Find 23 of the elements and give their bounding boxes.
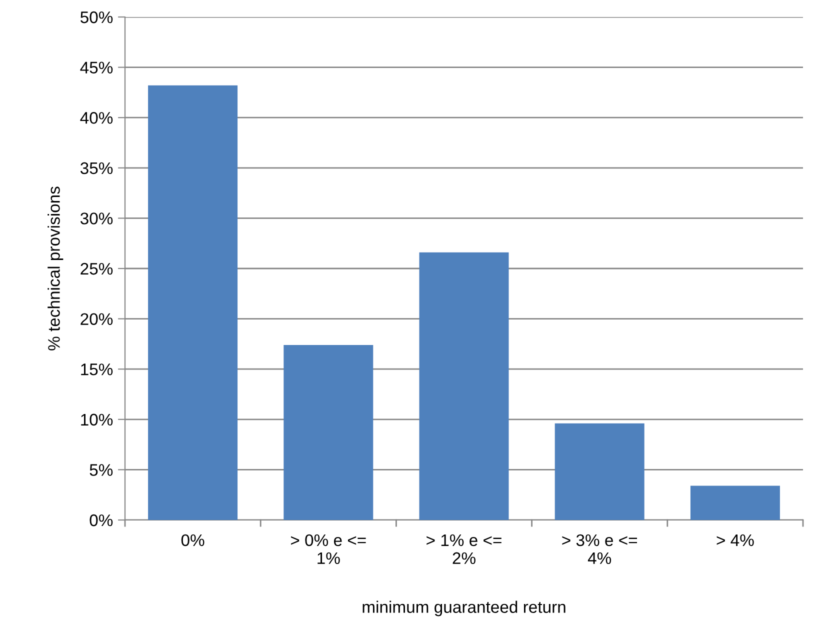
- x-tick-label: > 1% e <= 2%: [426, 534, 502, 564]
- x-tick-label: 0%: [181, 534, 204, 546]
- y-tick-label: 35%: [80, 162, 113, 174]
- bar: [690, 486, 780, 520]
- y-tick-label: 50%: [80, 11, 113, 24]
- x-tick-label: > 4%: [716, 534, 754, 546]
- y-tick-label: 25%: [80, 262, 113, 275]
- bar: [419, 252, 509, 520]
- x-tick-label: > 3% e <= 4%: [562, 534, 637, 564]
- y-tick-label: 5%: [90, 464, 113, 476]
- bar: [148, 85, 238, 520]
- bar: [284, 344, 374, 520]
- bar: [554, 423, 644, 520]
- x-tick-label: > 0% e <= 1%: [291, 534, 366, 564]
- y-tick-label: 10%: [81, 414, 113, 426]
- y-tick-label: 40%: [80, 112, 113, 124]
- x-axis-title: minimum guaranteed return: [362, 600, 566, 616]
- y-tick-label: 45%: [80, 62, 113, 74]
- y-tick-label: 30%: [80, 212, 113, 224]
- y-axis-title: % technical provisions: [48, 186, 64, 350]
- y-tick-label: 15%: [81, 364, 113, 376]
- y-tick-label: 20%: [80, 313, 113, 326]
- y-tick-label: 0%: [90, 514, 113, 526]
